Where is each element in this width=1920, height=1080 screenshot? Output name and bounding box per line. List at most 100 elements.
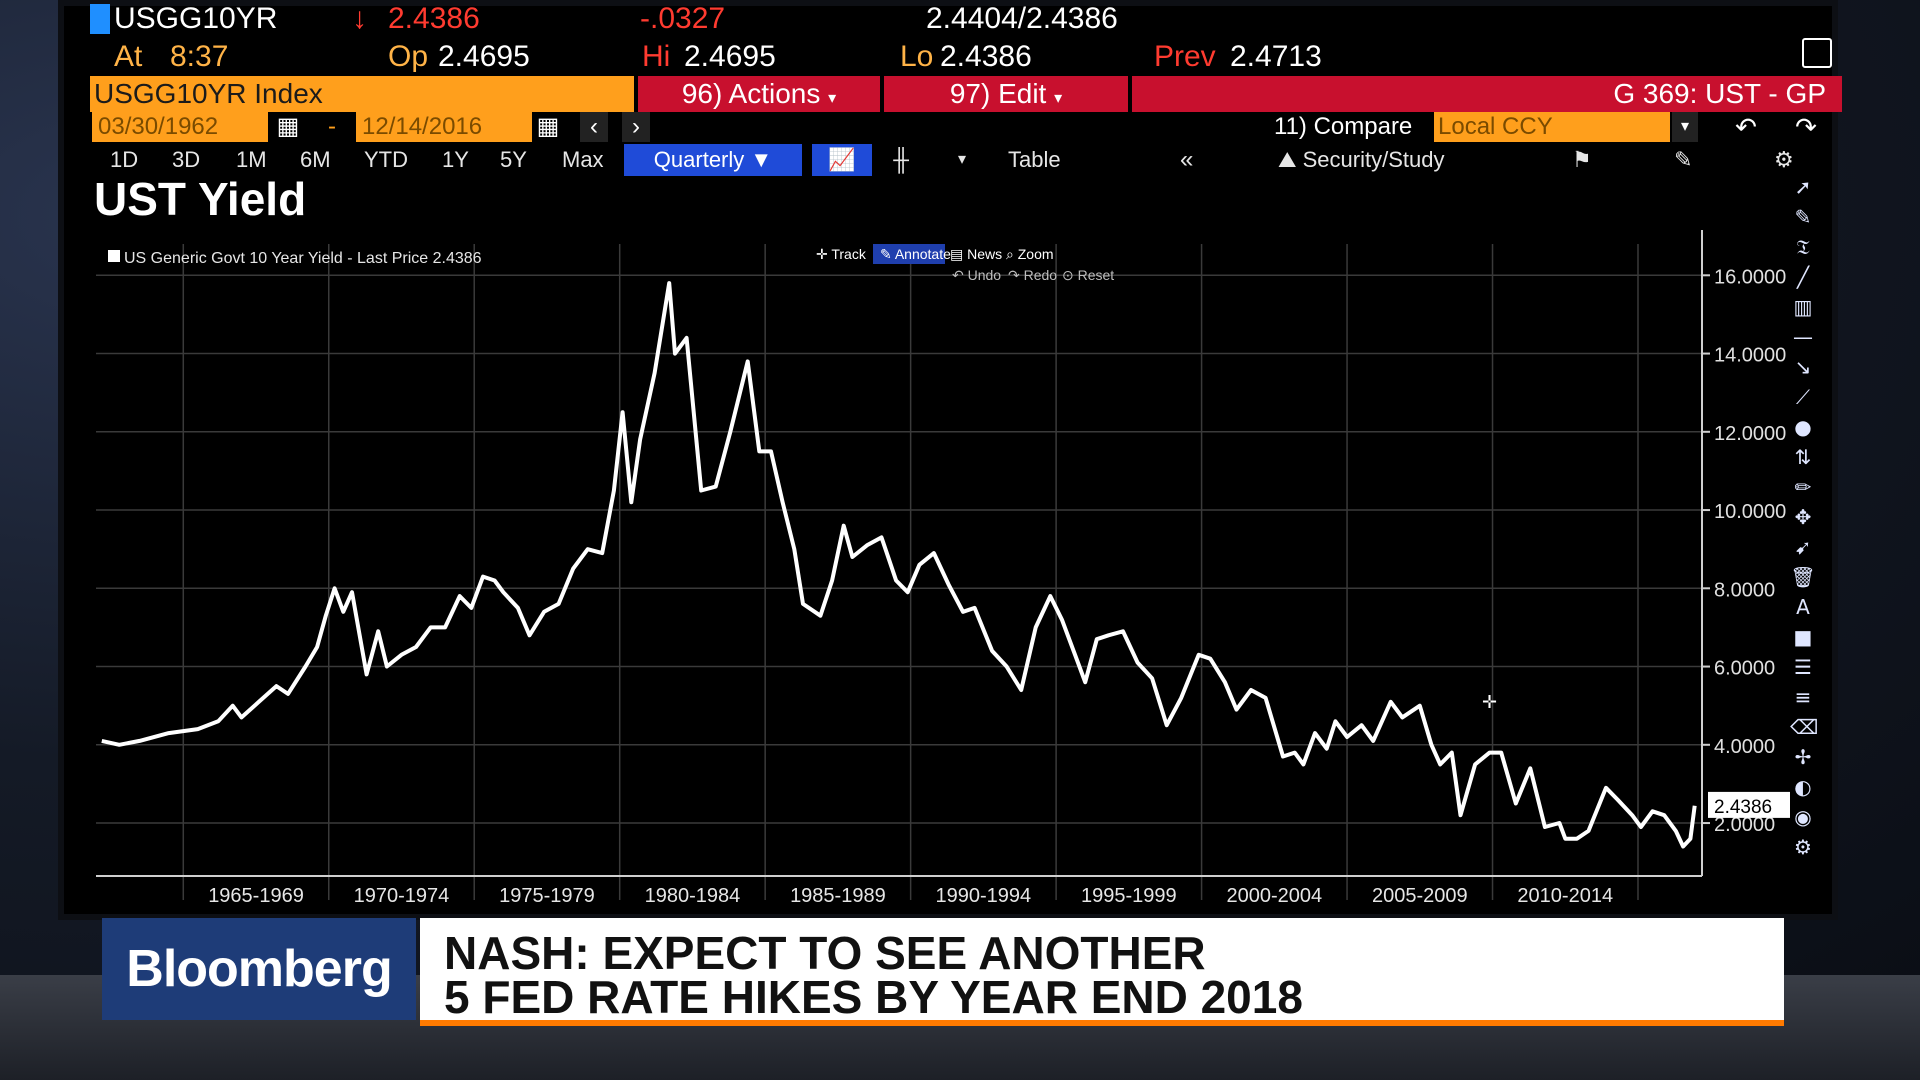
x-tick-label: 2000-2004 [1226, 885, 1322, 907]
x-tick-label: 1995-1999 [1081, 885, 1177, 907]
fib-tool-icon[interactable]: ▥ [1793, 295, 1813, 319]
text-tool-icon[interactable]: 𝔗 [1796, 235, 1810, 259]
select-icon[interactable]: ➹ [1794, 535, 1812, 559]
prev-label: Prev [1154, 40, 1216, 73]
annotate-highlight [873, 244, 945, 264]
x-tick-label: 2005-2009 [1372, 885, 1468, 907]
arrow-tool-icon[interactable]: ↘ [1794, 355, 1812, 379]
end-date-field[interactable]: 12/14/2016 [356, 112, 532, 142]
circle-tool-icon[interactable]: ● [1794, 415, 1812, 439]
swap-icon[interactable]: ⇅ [1794, 445, 1812, 469]
brush-icon[interactable]: ⟋ [1796, 385, 1810, 409]
range-1y[interactable]: 1Y [442, 147, 469, 172]
calendar-icon[interactable]: ▦ [536, 113, 560, 140]
undo-icon[interactable]: ↶ [1735, 112, 1757, 142]
low-value: 2.4386 [940, 40, 1032, 73]
last-price-tag [1708, 791, 1790, 818]
chevron-down-icon[interactable]: ▾ [1672, 112, 1698, 142]
security-study-button[interactable]: ⛰ Security/Study [1278, 147, 1445, 172]
annotate-tool[interactable]: ✎ Annotate [880, 246, 951, 262]
export-icon[interactable]: ⇱ [1802, 38, 1832, 68]
layers-icon[interactable]: ☰ [1794, 655, 1812, 679]
chart-type-icon[interactable]: ╫ [893, 147, 909, 172]
undo-tool[interactable]: ↶ Undo [952, 267, 1001, 283]
range-max[interactable]: Max [562, 147, 604, 172]
high-value: 2.4695 [684, 40, 776, 73]
start-date-field[interactable]: 03/30/1962 [92, 112, 268, 142]
list-icon[interactable]: ≡ [1794, 685, 1812, 709]
security-field[interactable]: USGG10YR Index [90, 76, 634, 112]
time: 8:37 [170, 40, 229, 73]
chevron-right-icon[interactable]: › [622, 112, 650, 142]
range-1m[interactable]: 1M [236, 147, 267, 172]
horizontal-line-icon[interactable]: — [1793, 325, 1813, 349]
track-tool[interactable]: ✛ Track [816, 246, 867, 262]
date-separator: - [328, 113, 336, 140]
range-6m[interactable]: 6M [300, 147, 331, 172]
actions-menu[interactable]: 96) Actions ▾ [638, 76, 880, 112]
pointer-icon[interactable]: ➚ [1794, 175, 1812, 199]
bloomberg-logo: Bloomberg [102, 918, 416, 1020]
trash-icon[interactable]: 🗑 [1790, 565, 1816, 589]
zoom-tool[interactable]: ⌕ Zoom [1006, 246, 1054, 262]
eraser-icon[interactable]: ⌫ [1790, 715, 1819, 739]
y-tick-label: 2.0000 [1714, 814, 1775, 836]
x-tick-label: 1980-1984 [645, 885, 741, 907]
reset-tool[interactable]: ⊙ Reset [1062, 267, 1114, 283]
chevron-down-icon[interactable]: ▾ [958, 151, 967, 168]
yield-chart[interactable]: 2.0000 4.0000 6.0000 8.0000 10.0000 12.0000 14… [90, 230, 1790, 910]
table-button[interactable]: Table [1008, 147, 1061, 172]
pencil-icon[interactable]: ✏ [1794, 475, 1812, 499]
gear-icon[interactable]: ⚙ [1794, 835, 1812, 859]
pin-icon[interactable]: ✢ [1794, 745, 1812, 769]
x-tick-label: 1970-1974 [354, 885, 450, 907]
net-change: -.0327 [640, 2, 726, 35]
edit-menu[interactable]: 97) Edit ▾ [884, 76, 1128, 112]
redo-tool[interactable]: ↷ Redo [1008, 267, 1057, 283]
calendar-icon[interactable]: ▦ [276, 113, 300, 140]
currency-select[interactable]: Local CCY [1434, 112, 1670, 142]
palette-icon[interactable]: ◉ [1794, 805, 1812, 829]
y-tick-label: 6.0000 [1714, 658, 1775, 680]
fill-icon[interactable]: ■ [1793, 625, 1813, 649]
last-price-label: 2.4386 [1714, 797, 1772, 818]
bid-ask: 2.4404/2.4386 [926, 2, 1118, 35]
y-tick-label: 4.0000 [1714, 736, 1775, 758]
y-tick-label: 10.0000 [1714, 501, 1786, 523]
x-tick-label: 1965-1969 [208, 885, 304, 907]
lower-third: Bloomberg NASH: EXPECT TO SEE ANOTHER 5 … [102, 918, 1784, 1026]
open-value: 2.4695 [438, 40, 530, 73]
line-chart-icon[interactable]: 📈 [812, 144, 872, 176]
date-range-row: 03/30/1962 ▦ - 12/14/2016 ▦ ‹ › 11) Comp… [90, 112, 1842, 142]
magnet-icon[interactable]: ◐ [1794, 775, 1812, 799]
quote-details: At 8:37 Op 2.4695 Hi 2.4695 Lo 2.4386 Pr… [90, 38, 1842, 76]
headline-box: NASH: EXPECT TO SEE ANOTHER 5 FED RATE H… [420, 918, 1784, 1026]
quote-header: USGG10YR ↓ 2.4386 -.0327 2.4404/2.4386 [90, 0, 1842, 40]
range-5y[interactable]: 5Y [500, 147, 527, 172]
font-icon[interactable]: A [1796, 595, 1810, 619]
period-select[interactable]: Quarterly ▼ [624, 144, 802, 176]
range-1d[interactable]: 1D [110, 147, 139, 172]
pencil-icon[interactable]: ✎ [1674, 147, 1693, 172]
low-label: Lo [900, 40, 934, 73]
redo-icon[interactable]: ↷ [1795, 112, 1817, 142]
range-3d[interactable]: 3D [172, 147, 201, 172]
function-title: G 369: UST - GP [1132, 76, 1842, 112]
compare-button[interactable]: 11) Compare [1274, 113, 1413, 140]
double-chevron-left-icon[interactable]: « [1180, 146, 1194, 173]
flag-icon[interactable]: ⚑ [1572, 147, 1592, 172]
headline-line-2: 5 FED RATE HIKES BY YEAR END 2018 [444, 971, 1303, 1023]
ticker-marker [90, 4, 110, 34]
last-price: 2.4386 [388, 2, 480, 35]
move-icon[interactable]: ✥ [1794, 505, 1812, 529]
drawing-toolbar: ➚ ✎ 𝔗 ╱ ▥ — ↘ ⟋ ● ⇅ ✏ ✥ ➹ 🗑 A ■ ☰ ≡ ⌫ ✢ … [1786, 175, 1822, 859]
x-tick-label: 2010-2014 [1517, 885, 1613, 907]
pen-icon[interactable]: ✎ [1794, 205, 1812, 229]
range-ytd[interactable]: YTD [364, 147, 408, 172]
chevron-left-icon[interactable]: ‹ [580, 112, 608, 142]
gear-icon[interactable]: ⚙ [1774, 147, 1794, 172]
y-tick-label: 16.0000 [1714, 266, 1786, 288]
line-tool-icon[interactable]: ╱ [1796, 265, 1810, 289]
dropdown-icon: ▾ [828, 90, 837, 107]
news-tool[interactable]: ▤ News [950, 246, 1002, 262]
